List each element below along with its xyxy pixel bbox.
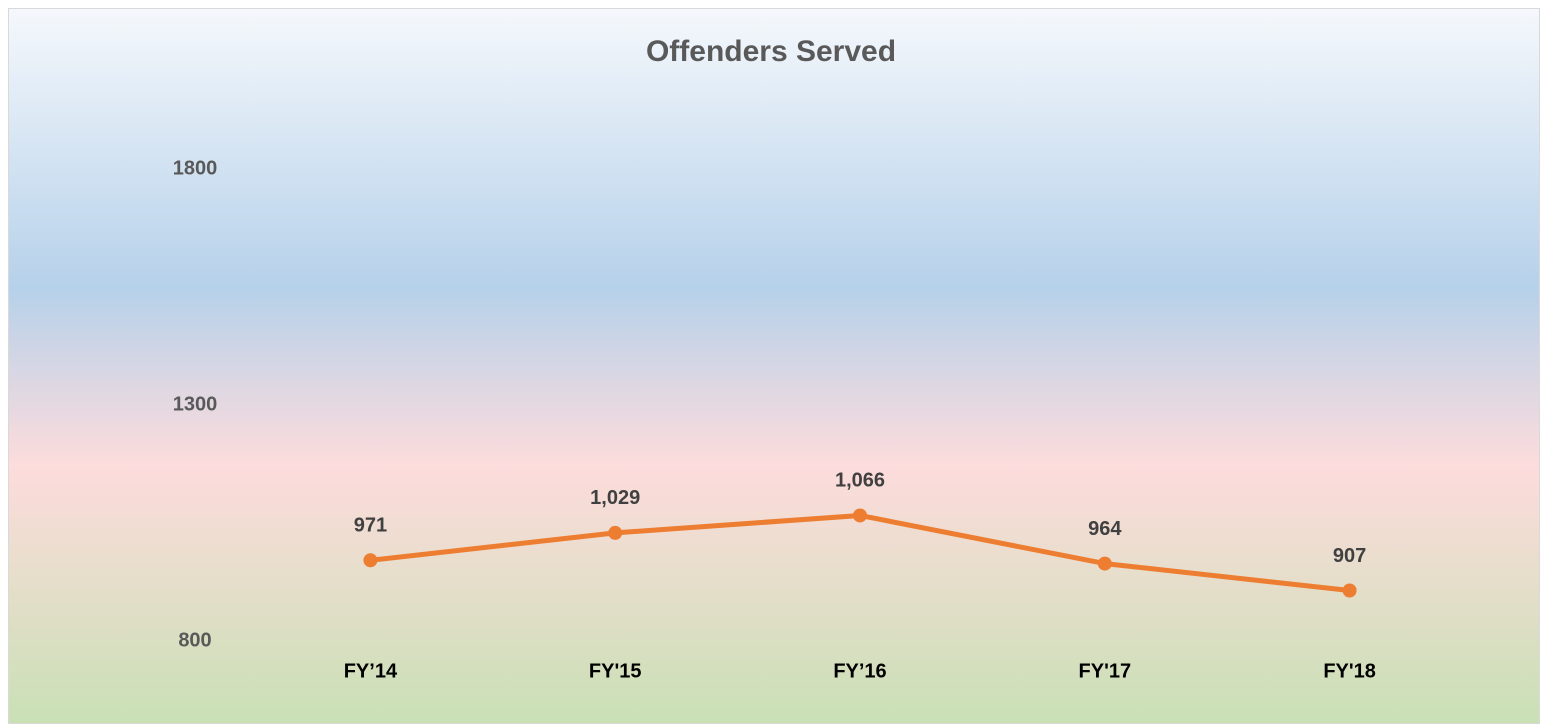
y-tick-label: 800 bbox=[178, 629, 211, 651]
x-tick-label: FY'17 bbox=[1079, 660, 1132, 682]
x-tick-label: FY'15 bbox=[589, 660, 642, 682]
data-point bbox=[853, 508, 867, 523]
data-label: 964 bbox=[1088, 518, 1122, 540]
data-point bbox=[1097, 556, 1112, 571]
data-point bbox=[363, 553, 378, 568]
data-label: 1,029 bbox=[590, 487, 640, 509]
y-tick-label: 1800 bbox=[173, 157, 218, 179]
data-label: 907 bbox=[1333, 545, 1366, 567]
x-tick-label: FY’16 bbox=[833, 660, 886, 682]
data-point bbox=[1342, 583, 1357, 598]
data-point bbox=[608, 525, 623, 540]
data-label: 1,066 bbox=[835, 470, 885, 492]
chart-background bbox=[8, 8, 1540, 724]
x-tick-label: FY'18 bbox=[1323, 660, 1376, 682]
x-tick-label: FY’14 bbox=[344, 660, 398, 682]
chart-title: Offenders Served bbox=[646, 35, 896, 68]
y-tick-label: 1300 bbox=[173, 393, 218, 415]
data-label: 971 bbox=[354, 515, 387, 537]
